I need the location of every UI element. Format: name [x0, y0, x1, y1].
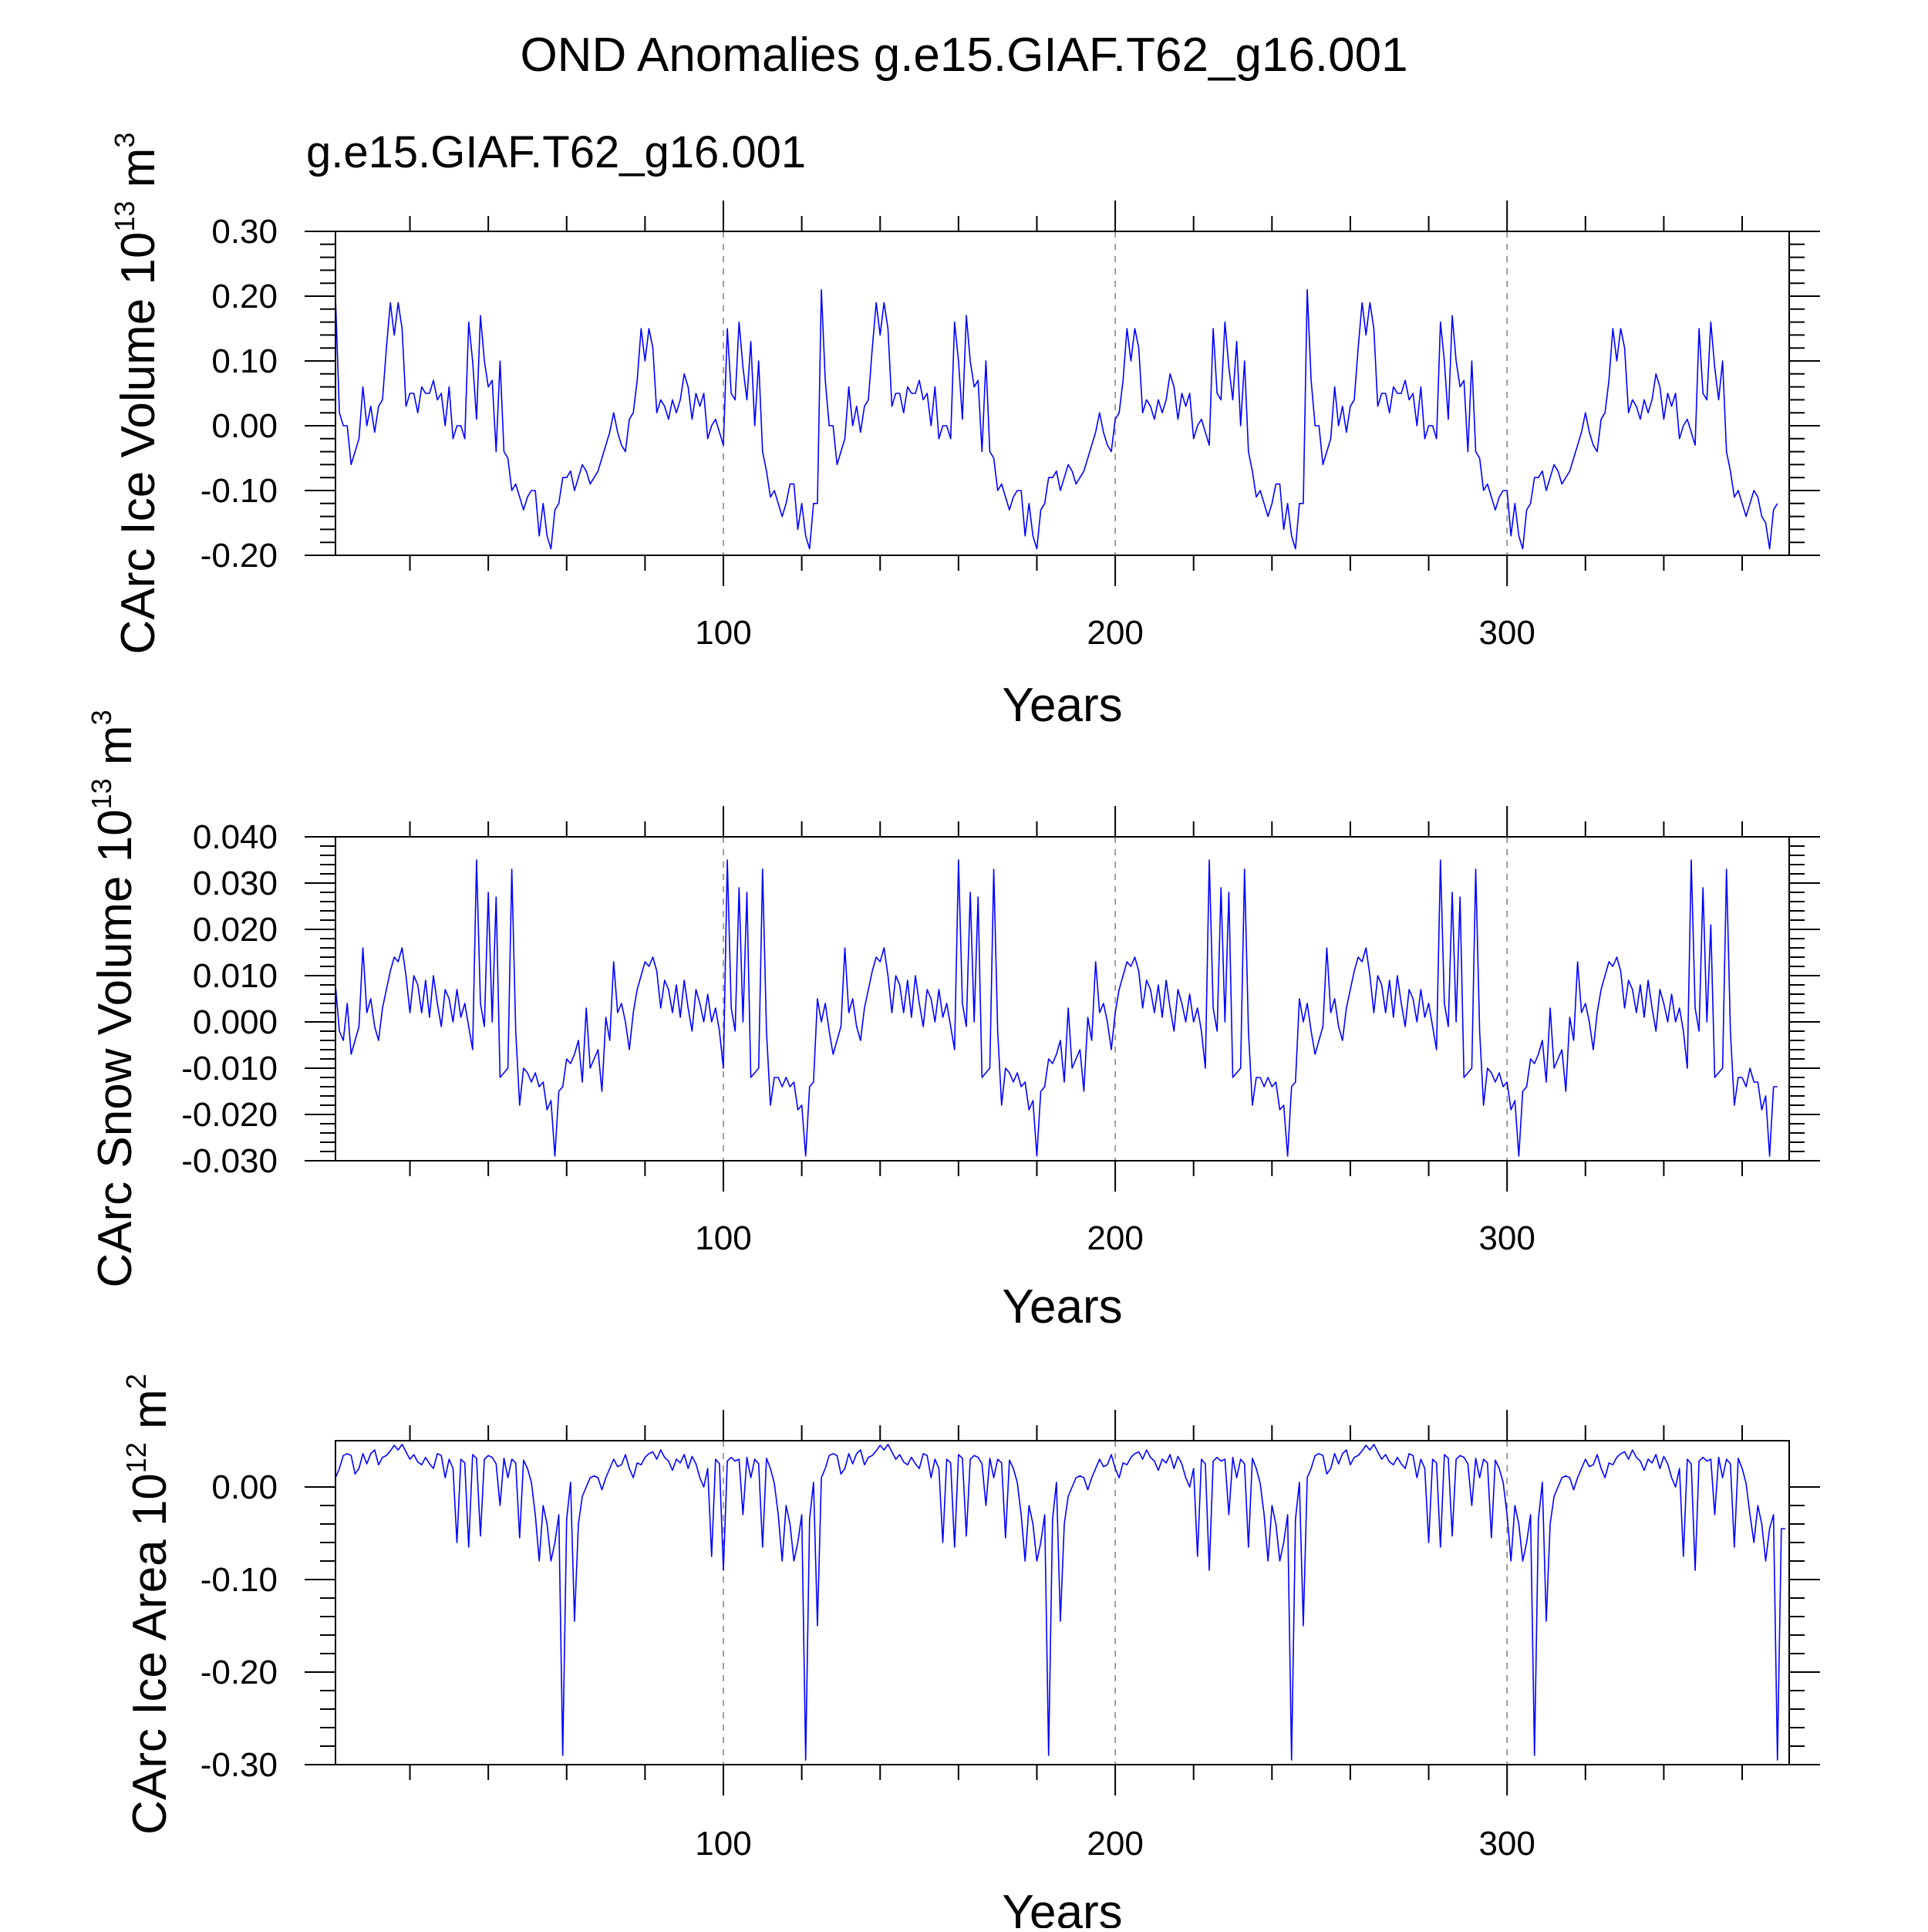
y-tick-label: 0.20	[211, 278, 278, 315]
y-tick-label: -0.030	[181, 1142, 278, 1180]
y-tick-label: -0.30	[201, 1746, 278, 1784]
series-line-carc-snow-volume	[335, 859, 1778, 1157]
x-axis-title: Years	[1002, 1280, 1122, 1334]
x-tick-label: 300	[1478, 1219, 1535, 1257]
y-tick-label: 0.030	[193, 865, 278, 902]
y-axis-title-unit: m	[112, 148, 165, 201]
x-tick-label: 300	[1478, 1825, 1535, 1863]
y-axis-title-unit: m	[89, 725, 142, 778]
x-tick-label: 100	[695, 1825, 751, 1863]
y-axis-title: CArc Snow Volume 1013 m3	[86, 710, 142, 1287]
y-tick-label: 0.010	[193, 957, 278, 995]
figure-subtitle: g.e15.GIAF.T62_g16.001	[306, 127, 806, 177]
plot-frame	[335, 1440, 1790, 1765]
y-axis-title-exponent: 12	[120, 1442, 152, 1473]
x-axis-title: Years	[1002, 679, 1122, 732]
y-tick-label: 0.040	[193, 818, 278, 856]
x-tick-label: 200	[1087, 1825, 1143, 1863]
y-axis-title-unit-exponent: 3	[109, 133, 140, 148]
y-axis-title-main: CArc Ice Volume 10	[112, 232, 165, 655]
y-axis-title-main: CArc Snow Volume 10	[89, 809, 142, 1287]
x-tick-label: 200	[1087, 1219, 1143, 1257]
y-axis-title-exponent: 13	[86, 778, 117, 809]
plot-frame	[335, 231, 1790, 556]
y-tick-label: 0.00	[211, 407, 278, 445]
y-axis-title-unit-exponent: 3	[86, 710, 117, 725]
y-tick-label: -0.020	[181, 1096, 278, 1134]
x-axis-title: Years	[1002, 1886, 1122, 1928]
x-tick-label: 100	[695, 1219, 751, 1257]
series-line-carc-ice-volume	[335, 288, 1778, 550]
x-tick-label: 300	[1478, 614, 1535, 652]
y-tick-label: 0.30	[211, 213, 278, 251]
panel-2: -0.030 -0.020 -0.010 0.000 0.010 0.020 0.030 0.…	[86, 710, 1820, 1334]
y-axis-title: CArc Ice Volume 1013 m3	[109, 133, 165, 655]
figure-title: OND Anomalies g.e15.GIAF.T62_g16.001	[520, 29, 1407, 82]
y-axis-title-unit-exponent: 2	[120, 1374, 152, 1389]
y-tick-label: -0.20	[201, 1654, 278, 1691]
y-tick-label: 0.000	[193, 1003, 278, 1041]
series-line-carc-ice-area	[335, 1444, 1785, 1761]
y-tick-label: -0.20	[201, 537, 278, 575]
y-axis-title-unit: m	[123, 1389, 177, 1442]
y-tick-label: 0.020	[193, 911, 278, 949]
plot-frame	[335, 836, 1790, 1162]
y-tick-label: -0.10	[201, 472, 278, 510]
panel-3: -0.30 -0.20 -0.10 0.00 100 200 300 Years CArc Ic…	[120, 1374, 1820, 1932]
y-axis-title-exponent: 13	[109, 201, 140, 231]
x-tick-label: 200	[1087, 614, 1143, 652]
y-axis-title-main: CArc Ice Area 10	[123, 1473, 177, 1835]
panel-1: -0.20 -0.10 0.00 0.10 0.20 0.30 100 200 300 Years…	[109, 133, 1820, 732]
y-tick-label: -0.010	[181, 1050, 278, 1087]
x-tick-label: 100	[695, 614, 751, 652]
y-tick-label: -0.10	[201, 1561, 278, 1599]
y-axis-title: CArc Ice Area 1012 m2	[120, 1374, 177, 1835]
y-tick-label: 0.00	[211, 1468, 278, 1506]
y-tick-label: 0.10	[211, 342, 278, 380]
